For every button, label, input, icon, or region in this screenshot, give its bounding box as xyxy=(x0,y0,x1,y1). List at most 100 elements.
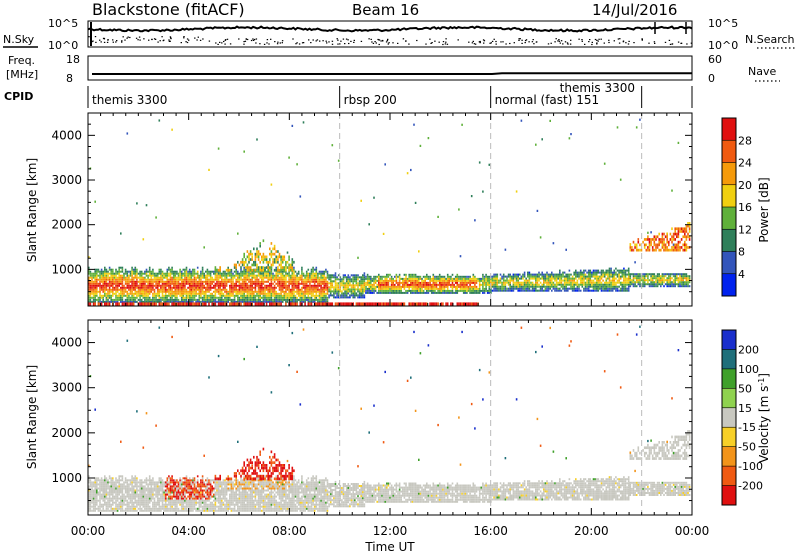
power-cell xyxy=(576,285,579,288)
power-cell xyxy=(470,287,473,290)
power-cell xyxy=(325,284,327,287)
power-cell xyxy=(397,281,399,284)
power-cell xyxy=(163,302,165,306)
power-cell xyxy=(613,287,616,290)
power-cell xyxy=(211,294,213,297)
power-cell xyxy=(496,277,499,280)
power-cell xyxy=(672,275,675,278)
power-cell xyxy=(192,288,194,291)
power-cell xyxy=(333,290,335,293)
power-cell xyxy=(360,282,362,285)
power-cell xyxy=(336,294,338,297)
power-cell xyxy=(551,279,553,282)
power-cell xyxy=(289,266,292,269)
power-cell xyxy=(245,290,247,293)
power-cell xyxy=(203,276,205,279)
nsearch-point xyxy=(168,40,171,42)
power-cell xyxy=(653,275,656,278)
power-cell xyxy=(219,298,221,301)
power-cell xyxy=(245,276,247,279)
nsearch-point xyxy=(224,39,226,41)
nsearch-point xyxy=(219,41,221,43)
power-cell xyxy=(469,302,471,306)
power-cell xyxy=(288,272,290,275)
power-cell xyxy=(321,286,324,289)
power-cell xyxy=(185,296,188,299)
power-cell xyxy=(432,281,435,284)
power-cell xyxy=(674,227,676,231)
power-cell xyxy=(434,291,436,294)
power-cell xyxy=(363,280,366,283)
power-cell xyxy=(502,283,505,286)
power-cell xyxy=(565,283,567,286)
power-cell xyxy=(498,287,500,290)
power-cell xyxy=(672,232,675,236)
power-cell xyxy=(429,289,431,292)
power-cell xyxy=(530,289,532,292)
power-cell xyxy=(285,286,287,289)
power-cell xyxy=(288,263,290,267)
power-cell xyxy=(137,292,140,295)
power-cell xyxy=(128,286,130,289)
power-cell xyxy=(278,270,281,273)
power-cell xyxy=(688,277,691,280)
power-cell xyxy=(245,294,247,297)
nsearch-point xyxy=(654,42,656,44)
power-cell xyxy=(297,280,300,283)
power-cell xyxy=(267,300,269,303)
power-cell xyxy=(139,290,141,293)
power-cell xyxy=(389,285,391,288)
power-cell xyxy=(342,288,345,291)
nsearch-point xyxy=(509,42,511,45)
power-cell xyxy=(586,283,588,286)
power-cell xyxy=(281,270,284,273)
power-cell xyxy=(626,281,628,284)
power-cell xyxy=(464,279,467,282)
power-cell xyxy=(342,276,345,279)
power-cell xyxy=(549,287,551,290)
power-cell xyxy=(648,285,651,288)
power-cell xyxy=(549,285,551,288)
power-cell xyxy=(536,289,539,292)
power-cell xyxy=(427,289,430,292)
power-cell xyxy=(184,276,186,279)
power-cell xyxy=(509,281,511,284)
power-cell xyxy=(180,278,183,281)
power-cell xyxy=(208,270,210,273)
power-cell xyxy=(538,289,540,292)
power-cell xyxy=(480,279,483,282)
power-cell xyxy=(321,292,324,295)
power-cell xyxy=(222,270,225,273)
power-cell xyxy=(639,243,641,247)
power-cell xyxy=(402,285,404,288)
power-cell xyxy=(248,260,250,264)
power-cell xyxy=(315,290,318,293)
power-cell xyxy=(589,269,592,272)
power-cell xyxy=(99,272,101,275)
power-cell xyxy=(456,273,459,276)
power-cell xyxy=(185,292,188,295)
power-cell xyxy=(349,280,351,283)
power-cell xyxy=(253,280,255,283)
power-cell xyxy=(341,292,343,295)
power-cell xyxy=(309,288,311,291)
power-cell xyxy=(363,288,366,291)
power-cell xyxy=(94,294,96,297)
power-cell xyxy=(394,302,396,306)
power-cell xyxy=(88,278,90,281)
power-cell xyxy=(118,268,120,271)
power-cell xyxy=(373,287,375,290)
power-cell xyxy=(531,277,534,280)
power-cell xyxy=(502,287,505,290)
power-cell xyxy=(389,273,391,276)
power-cell xyxy=(261,270,263,273)
power-cell xyxy=(131,298,133,301)
power-cell xyxy=(627,281,630,284)
power-cell xyxy=(615,285,617,288)
power-cell xyxy=(523,285,526,288)
power-cell xyxy=(515,285,518,288)
power-cell xyxy=(442,275,444,278)
power-cell xyxy=(208,284,210,287)
power-cell xyxy=(430,289,433,292)
power-cell xyxy=(560,281,563,284)
